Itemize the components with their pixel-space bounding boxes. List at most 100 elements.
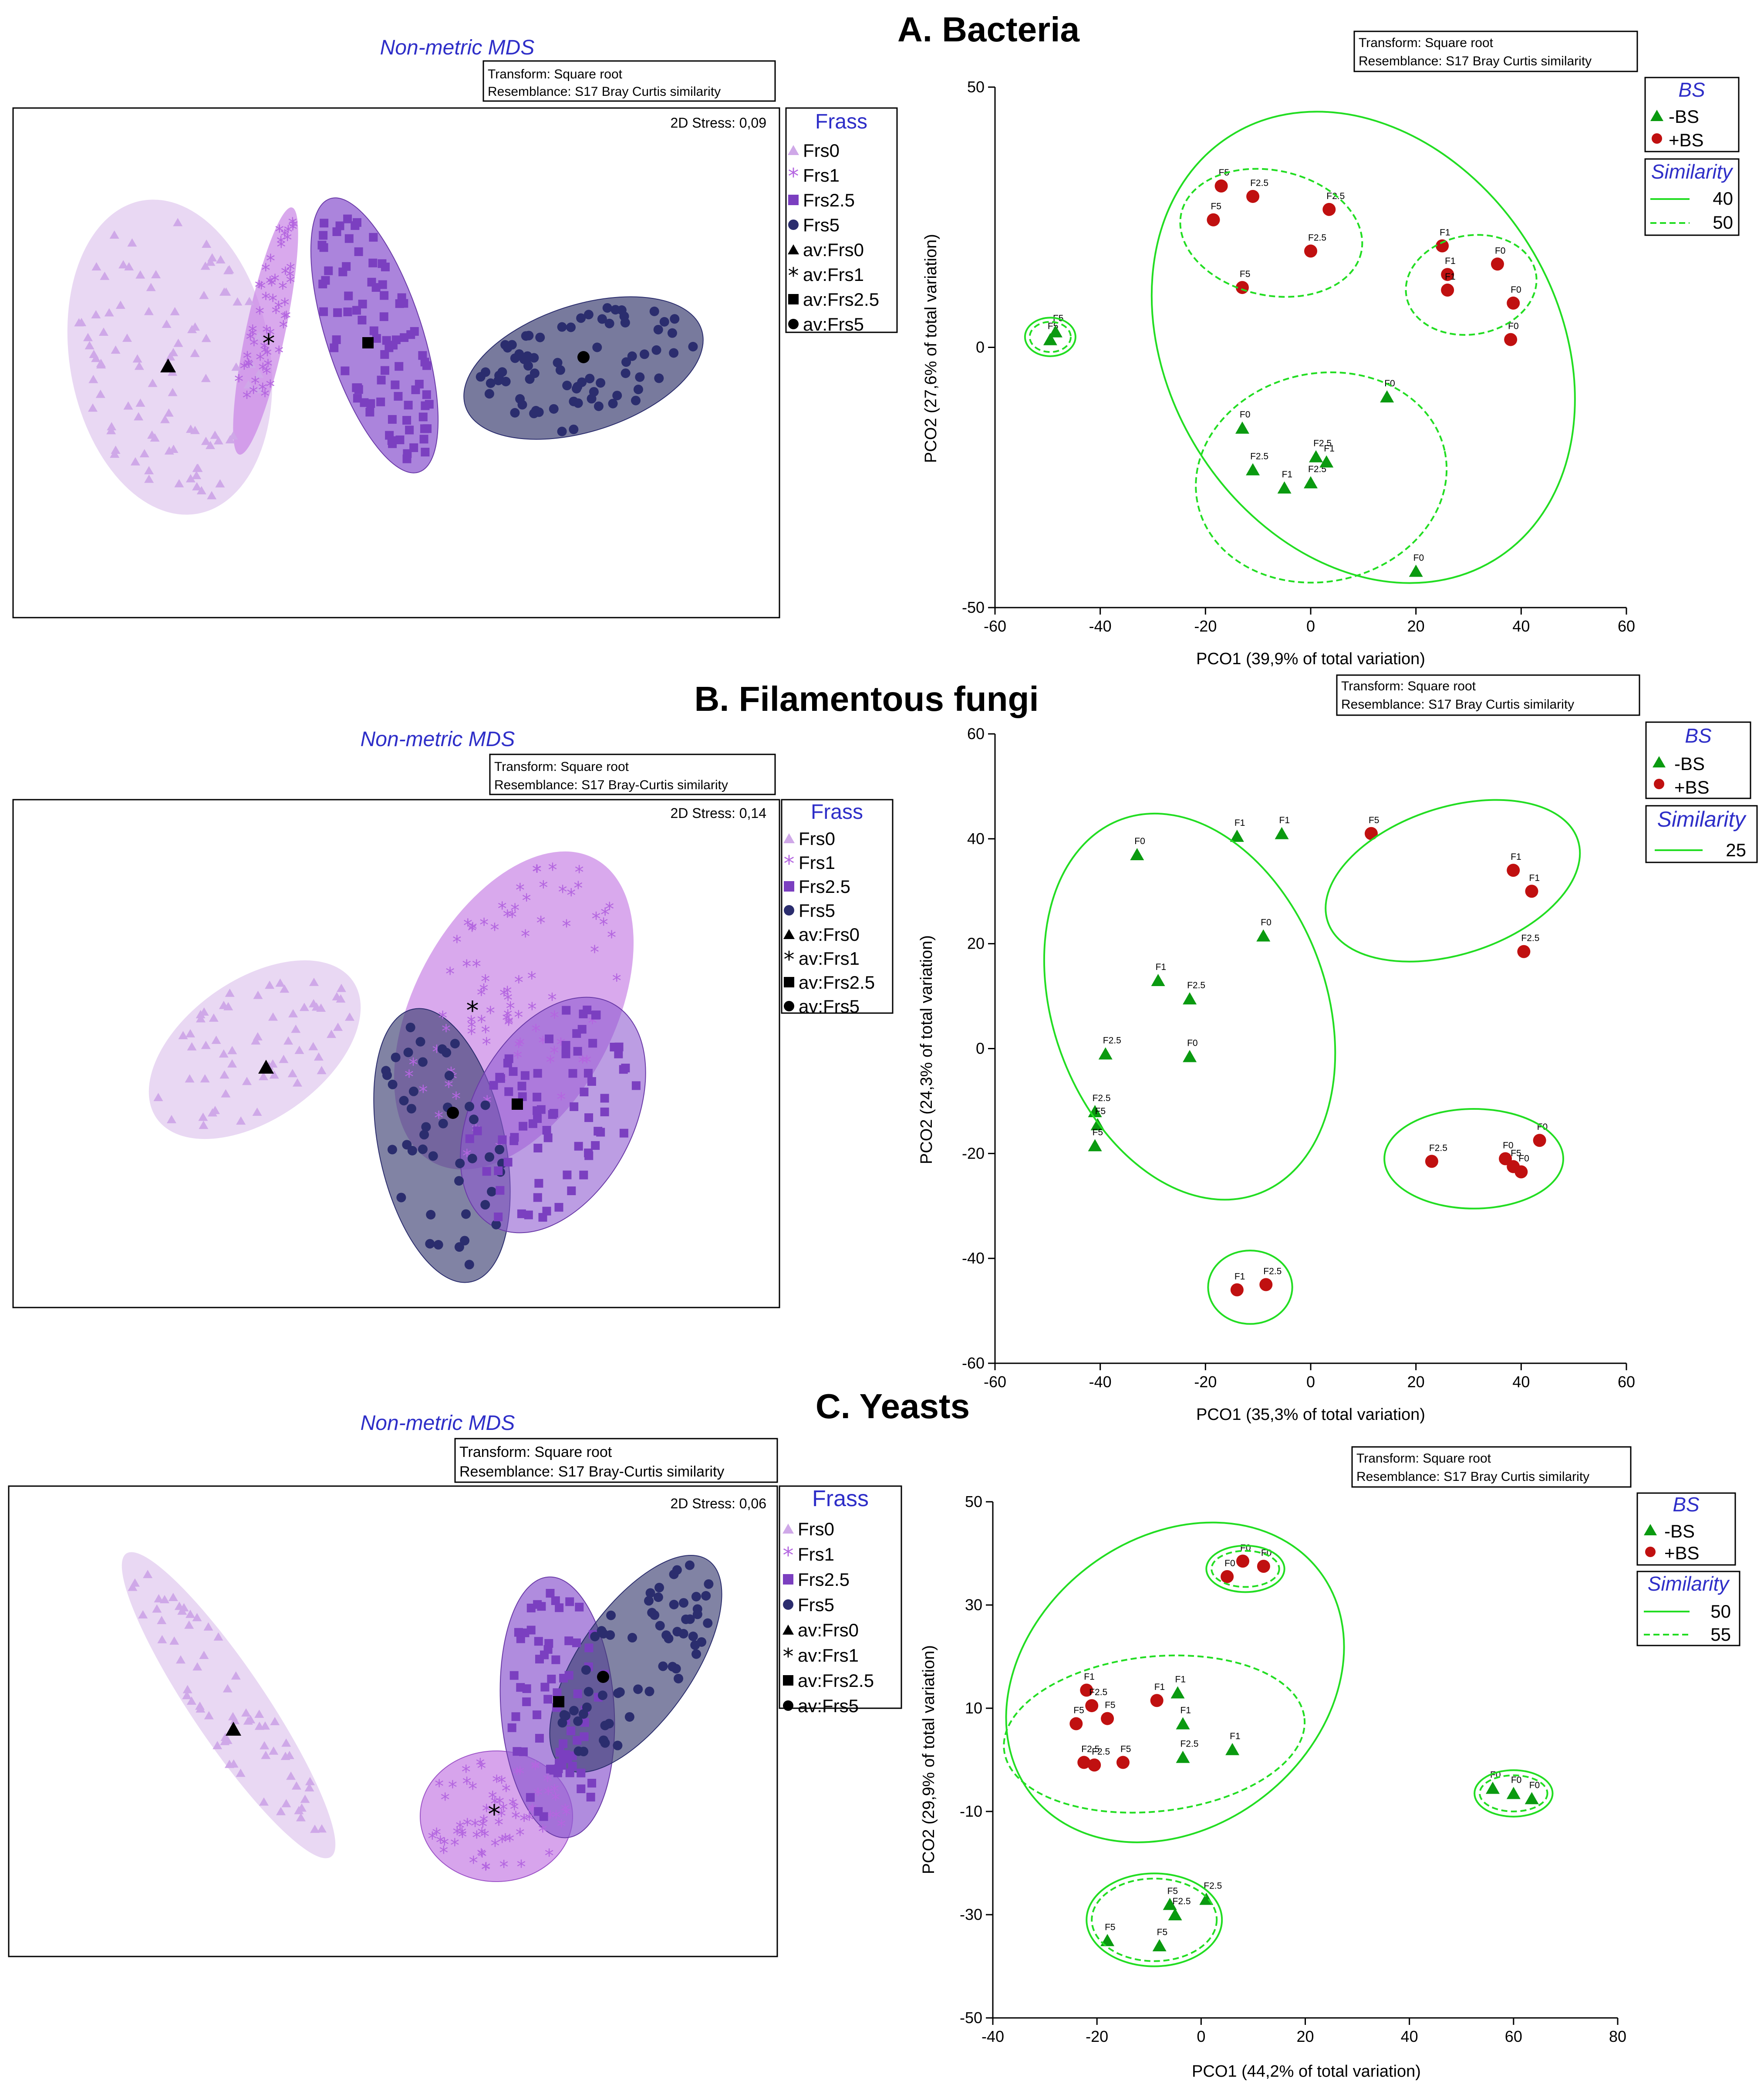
- nmds-point: [567, 1726, 576, 1735]
- point-label: F2.5: [1187, 980, 1205, 990]
- nmds-point: [200, 261, 210, 270]
- nmds-point: [450, 1039, 460, 1049]
- point-label: F5: [1240, 269, 1251, 279]
- nmds-point: *: [514, 972, 523, 993]
- nmds-point: [185, 1074, 195, 1083]
- nmds-point: [201, 1041, 211, 1049]
- nmds-point: [213, 436, 223, 445]
- nmds-point: *: [448, 1777, 457, 1798]
- nmds-resemblance-b: Resemblance: S17 Bray-Curtis similarity: [494, 778, 728, 792]
- similarity-contour: [1405, 234, 1538, 336]
- nmds-point: [573, 1716, 583, 1726]
- nmds-point: *: [532, 861, 541, 882]
- legend-label-frs5: Frs5: [799, 900, 835, 921]
- nmds-point: *: [504, 1013, 513, 1034]
- legend-marker-frs5: [783, 1599, 793, 1610]
- point-label: F1: [1445, 256, 1456, 266]
- nmds-point: [309, 977, 319, 986]
- nmds-point: [600, 1720, 610, 1730]
- nmds-point: [202, 240, 212, 248]
- nmds-point: [580, 1088, 589, 1097]
- nmds-point: [644, 1596, 654, 1606]
- nmds-point: [543, 1133, 553, 1142]
- section-title-c: C. Yeasts: [816, 1387, 970, 1426]
- nmds-point: [391, 1052, 401, 1062]
- legend-marker-frs1: *: [788, 164, 799, 189]
- nmds-point: *: [528, 1801, 537, 1823]
- nmds-point: [403, 1048, 413, 1058]
- nmds-point: [216, 255, 226, 264]
- point-label: F2.5: [1081, 1744, 1100, 1754]
- nmds-point: [134, 412, 144, 421]
- nmds-point: *: [267, 275, 276, 296]
- x-tick-label: -40: [1089, 1373, 1112, 1391]
- nmds-point: [233, 297, 243, 306]
- nmds-point: [496, 1186, 505, 1195]
- nmds-point: [422, 361, 432, 370]
- pco-point-minus-bs: [1152, 1939, 1167, 1952]
- point-label: F0: [1261, 918, 1272, 928]
- nmds-point: *: [481, 1859, 490, 1880]
- nmds-title-a: Non-metric MDS: [380, 36, 535, 59]
- nmds-point: *: [439, 1842, 448, 1864]
- nmds-point: [633, 385, 643, 395]
- nmds-point: *: [289, 216, 298, 238]
- nmds-point: [591, 1141, 600, 1150]
- nmds-point: *: [478, 1816, 487, 1837]
- centroid-frs25-b: [512, 1098, 523, 1110]
- nmds-point: *: [455, 1818, 465, 1839]
- nmds-point: [575, 1602, 584, 1612]
- ellipse-frs1-a: [233, 207, 298, 455]
- nmds-point: [494, 371, 504, 381]
- x-tick-label: -60: [984, 1373, 1006, 1391]
- nmds-point: [528, 1119, 537, 1128]
- nmds-point: [297, 1803, 307, 1812]
- nmds-point: [533, 1092, 542, 1102]
- x-tick-label: 60: [1618, 617, 1635, 635]
- nmds-point: *: [503, 990, 513, 1011]
- nmds-point: *: [578, 1052, 587, 1073]
- nmds-point: [369, 326, 378, 335]
- nmds-point: *: [501, 1830, 510, 1851]
- nmds-point: [464, 1260, 474, 1270]
- nmds-point: [174, 479, 184, 487]
- nmds-point: [380, 291, 389, 300]
- nmds-point: *: [531, 1758, 540, 1780]
- centroid-frs0-c: [226, 1722, 241, 1736]
- y-tick-label: -50: [962, 598, 985, 616]
- similarity-contour: [1207, 1250, 1293, 1325]
- nmds-point: [621, 368, 631, 378]
- similarity-contour: [1205, 1544, 1285, 1593]
- nmds-point: *: [468, 919, 477, 940]
- pco-point-minus-bs: [1380, 390, 1394, 403]
- point-label: F1: [1154, 1682, 1165, 1692]
- nmds-point: [614, 1049, 623, 1058]
- nmds-point: *: [479, 1811, 489, 1833]
- point-label: F1: [1529, 873, 1540, 883]
- similarity-contour: [1043, 812, 1336, 1201]
- similarity-contour: [1091, 1878, 1218, 1962]
- nmds-point: [227, 1046, 237, 1054]
- nmds-point: *: [255, 277, 264, 298]
- nmds-point: *: [280, 225, 290, 247]
- nmds-point: [590, 1632, 600, 1642]
- similarity-level-c2: 55: [1710, 1624, 1731, 1645]
- nmds-info-box-a: [482, 60, 776, 102]
- nmds-point: *: [452, 931, 462, 953]
- pco-point-plus-bs: [1533, 1134, 1546, 1147]
- nmds-point: [223, 1684, 233, 1693]
- pco-legend-title-a: BS: [1678, 78, 1705, 101]
- nmds-point: [535, 332, 545, 342]
- y-tick-label: 50: [965, 1493, 982, 1510]
- pco-point-minus-bs: [1043, 333, 1057, 345]
- nmds-point: *: [502, 1781, 511, 1802]
- pco-point-minus-bs: [1168, 1908, 1182, 1920]
- nmds-point: [402, 416, 411, 425]
- legend-marker-frs1: *: [784, 851, 795, 876]
- nmds-point: *: [477, 1845, 486, 1866]
- pco-transform-b: Transform: Square root: [1341, 679, 1476, 693]
- nmds-point: [299, 1003, 309, 1011]
- nmds-point: [658, 1661, 668, 1671]
- nmds-point: [254, 385, 264, 393]
